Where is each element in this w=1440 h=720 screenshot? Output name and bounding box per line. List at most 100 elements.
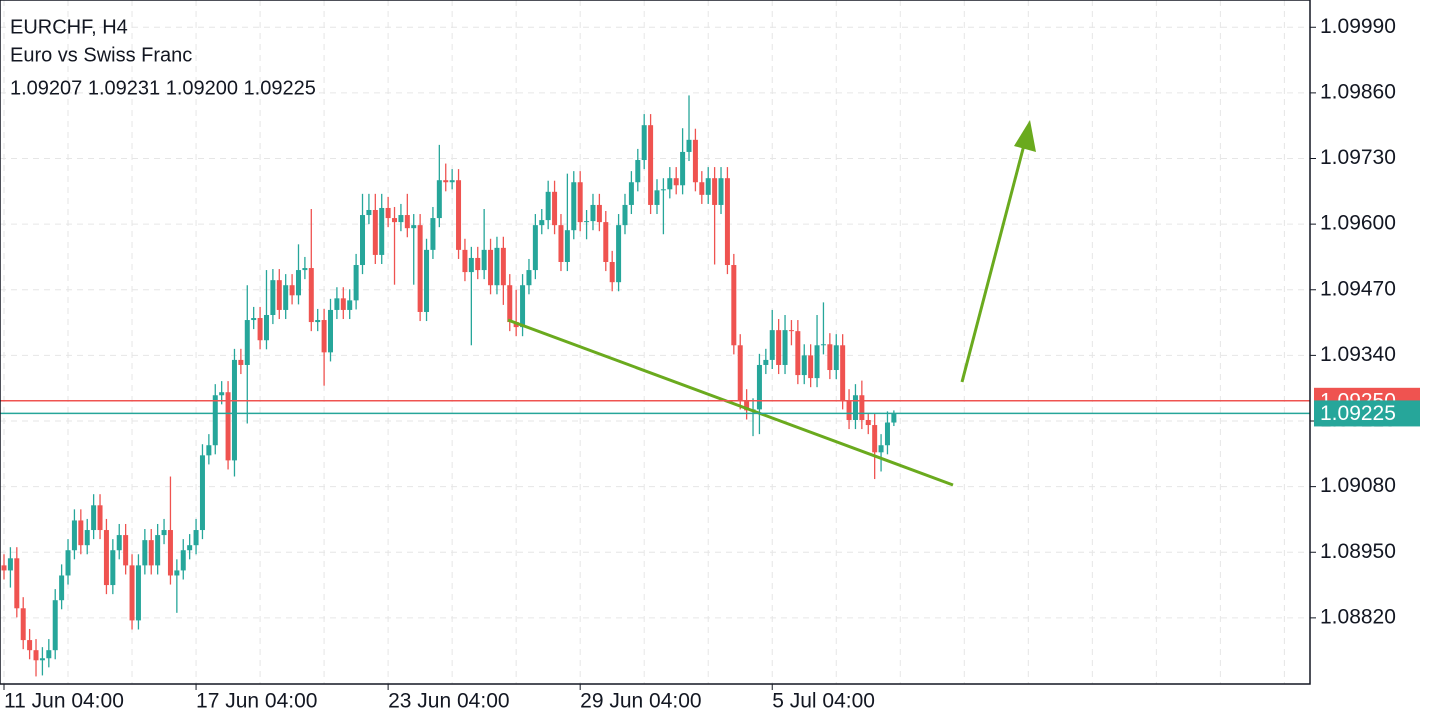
candle-body <box>488 249 494 286</box>
x-tick-label: 23 Jun 04:00 <box>388 690 509 713</box>
plot-frame <box>0 0 1311 685</box>
candle-body <box>353 265 359 301</box>
candle-body <box>500 247 506 286</box>
candle-body <box>686 139 692 152</box>
candle-body <box>712 178 718 205</box>
price-label-box <box>1314 400 1420 427</box>
candle-body <box>808 355 814 379</box>
candle-body <box>219 392 225 396</box>
candle-body <box>321 320 327 353</box>
candle-body <box>270 280 276 315</box>
candle-body <box>328 309 334 353</box>
candle-body <box>91 505 97 531</box>
candle-body <box>443 180 449 183</box>
candle-body <box>46 650 52 659</box>
candle-body <box>155 535 161 566</box>
y-tick-label: 1.09990 <box>1320 15 1396 38</box>
candle-body <box>7 558 13 571</box>
candle-body <box>552 191 558 226</box>
candle-body <box>308 268 314 323</box>
candle-body <box>39 658 45 661</box>
candle-body <box>820 344 826 346</box>
candle-body <box>424 249 430 312</box>
candle-body <box>206 445 212 456</box>
candle-body <box>475 257 481 271</box>
candle-body <box>827 344 833 371</box>
candle-body <box>814 345 820 379</box>
symbol-subtitle: Euro vs Swiss Franc <box>10 44 192 66</box>
candle-body <box>539 220 545 226</box>
candle-body <box>231 359 237 461</box>
candle-body <box>616 225 622 283</box>
candle-body <box>564 230 570 262</box>
candle-body <box>673 178 679 186</box>
candle-body <box>654 190 660 205</box>
candle-body <box>411 225 417 229</box>
candle-body <box>596 204 602 223</box>
y-tick-label: 1.09860 <box>1320 80 1396 103</box>
candle-body <box>187 545 193 551</box>
candle-body <box>84 530 90 546</box>
candle-body <box>571 182 577 231</box>
candle-body <box>33 650 39 661</box>
candle-body <box>667 178 673 190</box>
candle-body <box>558 225 564 262</box>
candle-body <box>545 191 551 221</box>
x-tick-label: 11 Jun 04:00 <box>4 690 124 713</box>
y-tick-label: 1.09730 <box>1320 146 1396 169</box>
candle-body <box>263 314 269 341</box>
candle-body <box>302 268 308 271</box>
candle-body <box>507 285 513 323</box>
candle-body <box>795 331 801 376</box>
candle-body <box>776 330 782 365</box>
candle-body <box>532 225 538 271</box>
candle-body <box>283 285 289 310</box>
candle-body <box>360 215 366 266</box>
candle-body <box>584 221 590 223</box>
candle-body <box>699 182 705 195</box>
trend-line <box>507 318 954 487</box>
candle-body <box>641 125 647 161</box>
candle-body <box>110 550 116 586</box>
candle-body <box>788 330 794 332</box>
candle-body <box>379 207 385 255</box>
candle-body <box>148 540 154 566</box>
candle-body <box>833 345 839 371</box>
candle-body <box>244 320 250 365</box>
candle-body <box>872 425 878 453</box>
y-tick-label: 1.09340 <box>1320 343 1396 366</box>
candle-body <box>782 330 788 365</box>
candles <box>1 95 897 677</box>
candle-body <box>801 355 807 376</box>
candle-body <box>705 178 711 195</box>
candle-body <box>161 530 167 536</box>
x-tick-label: 29 Jun 04:00 <box>580 690 701 713</box>
candle-body <box>372 209 378 255</box>
candle-body <box>238 359 244 365</box>
candle-body <box>404 215 410 229</box>
candle-body <box>193 530 199 546</box>
candle-body <box>884 422 890 446</box>
candle-body <box>526 270 532 286</box>
candle-body <box>494 247 500 286</box>
candle-body <box>129 565 135 621</box>
candle-body <box>449 180 455 183</box>
candle-body <box>180 550 186 571</box>
candle-body <box>744 400 750 411</box>
candle-body <box>756 364 762 410</box>
candle-body <box>603 222 609 262</box>
candle-body <box>59 575 65 601</box>
candle-body <box>718 178 724 205</box>
y-tick-label: 1.09080 <box>1320 474 1396 497</box>
candle-body <box>366 209 372 216</box>
candle-body <box>430 218 436 250</box>
y-tick-label: 1.08950 <box>1320 540 1396 563</box>
candle-body <box>737 345 743 401</box>
candle-body <box>852 395 858 420</box>
candle-body <box>692 139 698 183</box>
candle-body <box>116 535 122 551</box>
candle-body <box>225 392 231 461</box>
candle-body <box>20 608 26 641</box>
candle-body <box>763 359 769 365</box>
